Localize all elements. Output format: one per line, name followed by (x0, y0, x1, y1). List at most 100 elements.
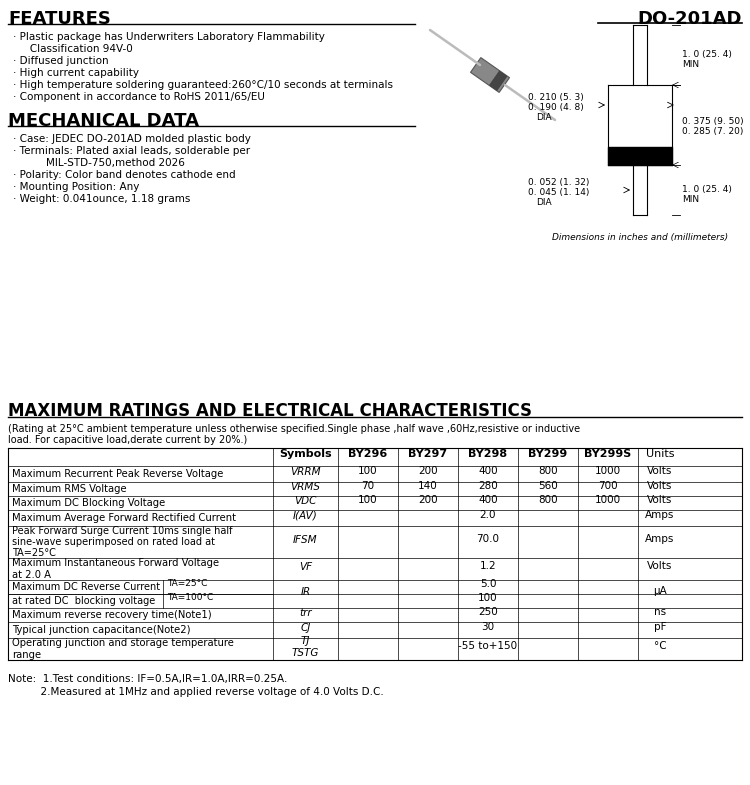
Text: MIN: MIN (682, 195, 699, 204)
Text: · Terminals: Plated axial leads, solderable per: · Terminals: Plated axial leads, soldera… (13, 146, 250, 156)
Text: Symbols: Symbols (279, 449, 332, 459)
Text: 2.Measured at 1MHz and applied reverse voltage of 4.0 Volts D.C.: 2.Measured at 1MHz and applied reverse v… (8, 687, 384, 697)
Text: Volts: Volts (647, 495, 673, 505)
Text: TA=100°C: TA=100°C (167, 593, 213, 603)
Text: 0. 210 (5. 3): 0. 210 (5. 3) (528, 93, 584, 102)
Text: 1. 0 (25. 4): 1. 0 (25. 4) (682, 50, 732, 59)
Text: ns: ns (654, 607, 666, 617)
Text: · Mounting Position: Any: · Mounting Position: Any (13, 182, 140, 192)
Text: 0. 190 (4. 8): 0. 190 (4. 8) (528, 103, 584, 112)
Text: BY296: BY296 (348, 449, 388, 459)
Text: 100: 100 (358, 495, 378, 505)
Text: 100: 100 (358, 466, 378, 476)
Text: Volts: Volts (647, 481, 673, 491)
Text: 250: 250 (478, 607, 498, 617)
Text: · Polarity: Color band denotes cathode end: · Polarity: Color band denotes cathode e… (13, 170, 236, 180)
Text: Maximum Average Forward Rectified Current: Maximum Average Forward Rectified Curren… (12, 513, 236, 523)
Text: TA=25°C: TA=25°C (167, 579, 207, 589)
Text: 400: 400 (478, 466, 498, 476)
Text: Units: Units (646, 449, 674, 459)
Text: load. For capacitive load,derate current by 20%.): load. For capacitive load,derate current… (8, 435, 248, 445)
Text: DIA: DIA (536, 198, 551, 207)
Text: 70: 70 (362, 481, 374, 491)
Text: Operating junction and storage temperature: Operating junction and storage temperatu… (12, 638, 234, 648)
Text: 400: 400 (478, 495, 498, 505)
Text: Maximum DC Blocking Voltage: Maximum DC Blocking Voltage (12, 498, 165, 508)
Text: · Component in accordance to RoHS 2011/65/EU: · Component in accordance to RoHS 2011/6… (13, 92, 265, 102)
Text: -55 to+150: -55 to+150 (458, 641, 518, 651)
Text: Amps: Amps (645, 534, 675, 544)
Text: · Weight: 0.041ounce, 1.18 grams: · Weight: 0.041ounce, 1.18 grams (13, 194, 190, 204)
Text: 1000: 1000 (595, 466, 621, 476)
Text: 0. 375 (9. 50): 0. 375 (9. 50) (682, 117, 743, 126)
Text: IR: IR (300, 587, 310, 597)
Text: TJ: TJ (301, 637, 310, 647)
Text: 560: 560 (538, 481, 558, 491)
Text: IFSM: IFSM (293, 535, 318, 545)
Text: · Plastic package has Underwriters Laboratory Flammability: · Plastic package has Underwriters Labor… (13, 32, 325, 42)
Text: VF: VF (299, 562, 312, 572)
FancyBboxPatch shape (489, 71, 508, 91)
Text: · High current capability: · High current capability (13, 68, 139, 78)
Text: Maximum Recurrent Peak Reverse Voltage: Maximum Recurrent Peak Reverse Voltage (12, 469, 223, 479)
FancyBboxPatch shape (470, 57, 509, 93)
Text: TA=25°C: TA=25°C (12, 548, 56, 558)
Text: 700: 700 (598, 481, 618, 491)
Text: 5.0: 5.0 (480, 579, 496, 589)
Text: DIA: DIA (536, 113, 551, 122)
Text: 140: 140 (419, 481, 438, 491)
Text: BY299: BY299 (528, 449, 568, 459)
Text: I(AV): I(AV) (293, 511, 318, 521)
Text: Peak Forward Surge Current 10ms single half: Peak Forward Surge Current 10ms single h… (12, 526, 232, 536)
Text: 200: 200 (419, 495, 438, 505)
Text: Maximum RMS Voltage: Maximum RMS Voltage (12, 484, 127, 494)
Text: 800: 800 (538, 466, 558, 476)
Text: FEATURES: FEATURES (8, 10, 111, 28)
Text: VRMS: VRMS (290, 482, 320, 492)
Text: VRRM: VRRM (290, 467, 321, 477)
Text: at rated DC  blocking voltage: at rated DC blocking voltage (12, 596, 155, 606)
Text: MIL-STD-750,method 2026: MIL-STD-750,method 2026 (20, 158, 184, 168)
Text: Maximum reverse recovery time(Note1): Maximum reverse recovery time(Note1) (12, 610, 211, 620)
Text: μA: μA (653, 586, 667, 596)
Text: 0. 052 (1. 32): 0. 052 (1. 32) (528, 178, 590, 187)
Text: Maximum Instantaneous Forward Voltage: Maximum Instantaneous Forward Voltage (12, 558, 219, 568)
Text: Note:  1.Test conditions: IF=0.5A,IR=1.0A,IRR=0.25A.: Note: 1.Test conditions: IF=0.5A,IR=1.0A… (8, 674, 287, 684)
Text: Dimensions in inches and (millimeters): Dimensions in inches and (millimeters) (552, 233, 728, 242)
Text: DO-201AD: DO-201AD (638, 10, 742, 28)
Text: 0. 045 (1. 14): 0. 045 (1. 14) (528, 188, 590, 197)
Text: 30: 30 (482, 622, 494, 632)
Text: · High temperature soldering guaranteed:260°C/10 seconds at terminals: · High temperature soldering guaranteed:… (13, 80, 393, 90)
Text: · Case: JEDEC DO-201AD molded plastic body: · Case: JEDEC DO-201AD molded plastic bo… (13, 134, 250, 144)
Text: · Diffused junction: · Diffused junction (13, 56, 109, 66)
Text: at 2.0 A: at 2.0 A (12, 569, 51, 579)
Text: CJ: CJ (300, 623, 310, 633)
Text: MIN: MIN (682, 60, 699, 69)
Text: Volts: Volts (647, 466, 673, 476)
Text: 1. 0 (25. 4): 1. 0 (25. 4) (682, 185, 732, 194)
Text: BY299S: BY299S (584, 449, 632, 459)
Text: 0. 285 (7. 20): 0. 285 (7. 20) (682, 127, 743, 136)
Text: MAXIMUM RATINGS AND ELECTRICAL CHARACTERISTICS: MAXIMUM RATINGS AND ELECTRICAL CHARACTER… (8, 402, 532, 420)
Text: BY298: BY298 (469, 449, 508, 459)
Text: Amps: Amps (645, 510, 675, 520)
Text: VDC: VDC (294, 496, 316, 506)
Text: sine-wave superimposed on rated load at: sine-wave superimposed on rated load at (12, 537, 215, 547)
Text: 200: 200 (419, 466, 438, 476)
Text: BY297: BY297 (409, 449, 448, 459)
Text: trr: trr (299, 608, 312, 618)
Text: 1000: 1000 (595, 495, 621, 505)
Text: 2.0: 2.0 (480, 510, 496, 520)
Text: 70.0: 70.0 (476, 534, 500, 544)
Text: 1.2: 1.2 (480, 561, 496, 571)
Text: 280: 280 (478, 481, 498, 491)
Text: (Rating at 25°C ambient temperature unless otherwise specified.Single phase ,hal: (Rating at 25°C ambient temperature unle… (8, 424, 580, 434)
Text: Classification 94V-0: Classification 94V-0 (20, 44, 133, 54)
Text: range: range (12, 649, 41, 659)
Text: Typical junction capacitance(Note2): Typical junction capacitance(Note2) (12, 625, 190, 635)
Text: MECHANICAL DATA: MECHANICAL DATA (8, 112, 199, 130)
Text: °C: °C (654, 641, 666, 651)
Text: TSTG: TSTG (292, 648, 320, 658)
Text: Volts: Volts (647, 561, 673, 571)
Text: pF: pF (654, 622, 666, 632)
